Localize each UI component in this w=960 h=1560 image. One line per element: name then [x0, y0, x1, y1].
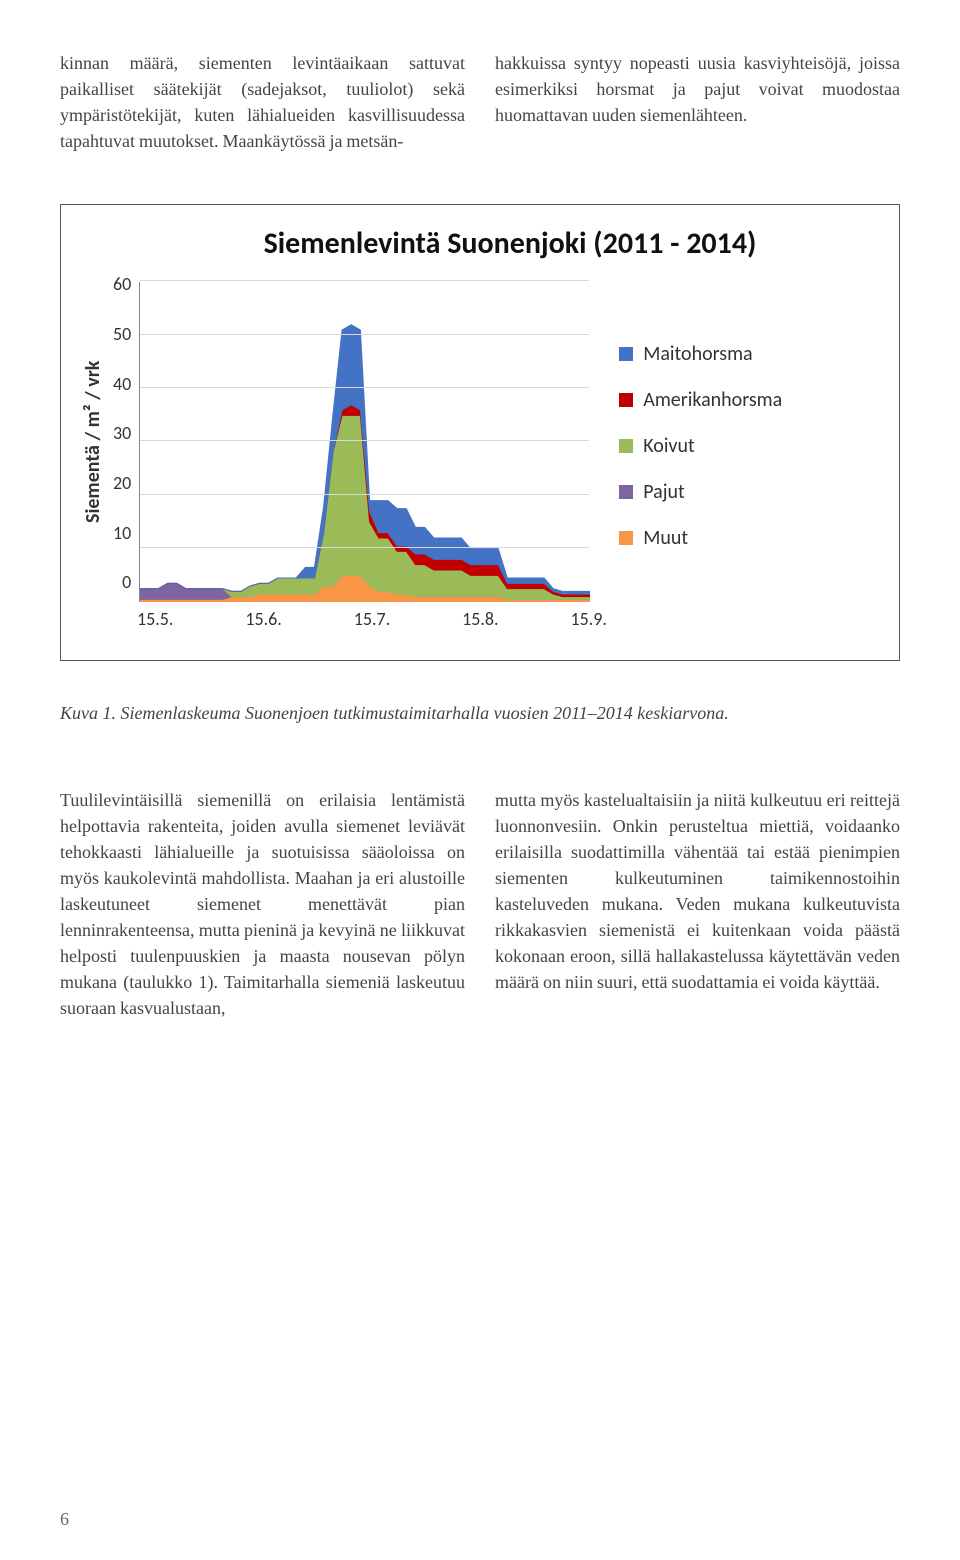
y-axis-label: Siementä / m² / vrk [81, 282, 105, 602]
chart-container: Siemenlevintä Suonenjoki (2011 - 2014) S… [60, 204, 900, 661]
bottom-right-paragraph: mutta myös kastelualtaisiin ja niitä kul… [495, 787, 900, 1022]
top-right-paragraph: hakkuissa syntyy nopeasti uusia kasviyht… [495, 50, 900, 154]
legend: MaitohorsmaAmerikanhorsmaKoivutPajutMuut [619, 342, 782, 602]
figure-caption: Kuva 1. Siemenlaskeuma Suonenjoen tutkim… [60, 701, 900, 726]
chart-title: Siemenlevintä Suonenjoki (2011 - 2014) [141, 225, 879, 262]
bottom-left-paragraph: Tuulilevintäisillä siemenillä on erilais… [60, 787, 465, 1022]
y-ticks: 6050403020100 [113, 273, 139, 593]
x-ticks: 15.5.15.6.15.7.15.8.15.9. [137, 608, 607, 630]
chart-plot [139, 282, 589, 602]
page-number: 6 [60, 1509, 69, 1530]
top-left-paragraph: kinnan määrä, siementen levintäaikaan sa… [60, 50, 465, 154]
